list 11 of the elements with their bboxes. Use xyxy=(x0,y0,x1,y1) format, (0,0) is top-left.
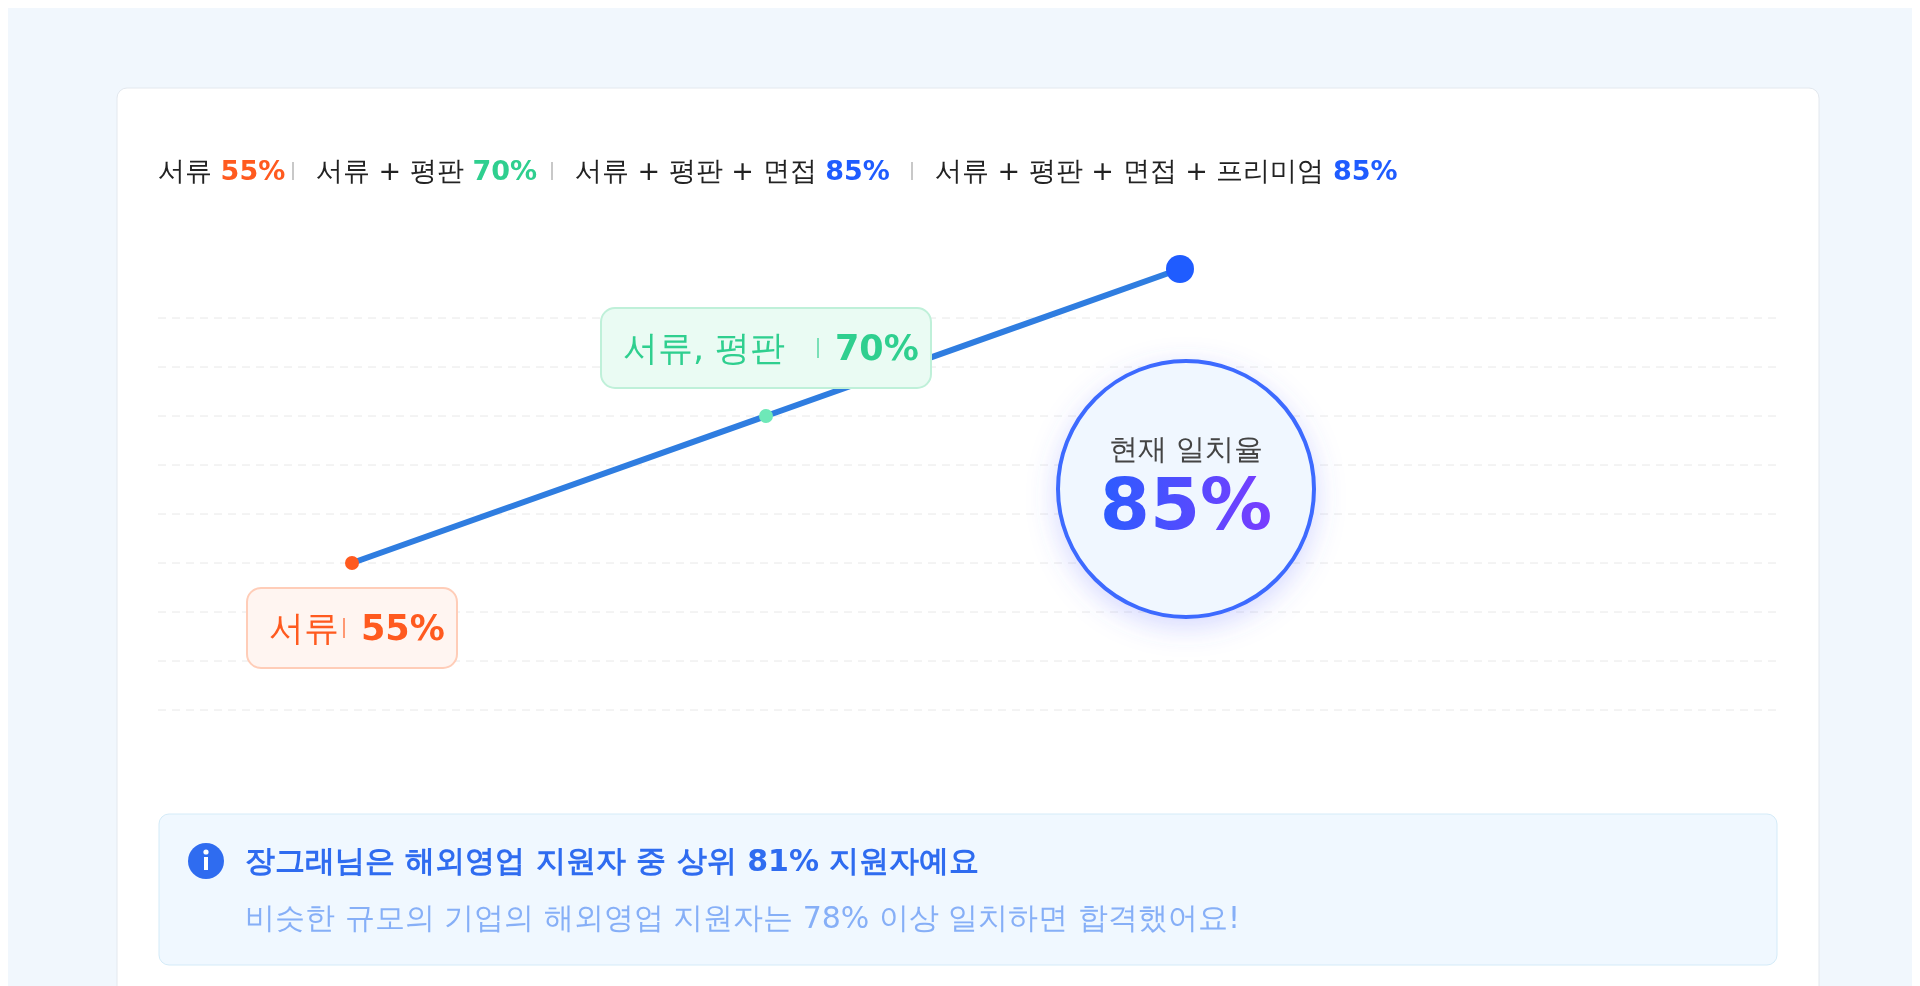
annotation: 서류, 평판 xyxy=(623,328,786,368)
text: 서류 + 평판 70% xyxy=(316,155,538,186)
data-label: 70% xyxy=(835,328,919,368)
annotation: 현재 일치율 xyxy=(1108,432,1264,466)
text: 서류 + 평판 + 면접 + 프리미엄 85% xyxy=(935,155,1398,186)
data-label: 55% xyxy=(361,608,445,648)
text: 비슷한 규모의 기업의 해외영업 지원자는 78% 이상 일치하면 합격했어요! xyxy=(245,900,1240,935)
text: 서류 + 평판 + 면접 85% xyxy=(575,155,890,186)
text: 서류 xyxy=(269,608,339,648)
text: 서류 55% xyxy=(158,155,286,186)
text: 장그래님은 해외영업 지원자 중 상위 81% 지원자예요 xyxy=(245,843,980,878)
